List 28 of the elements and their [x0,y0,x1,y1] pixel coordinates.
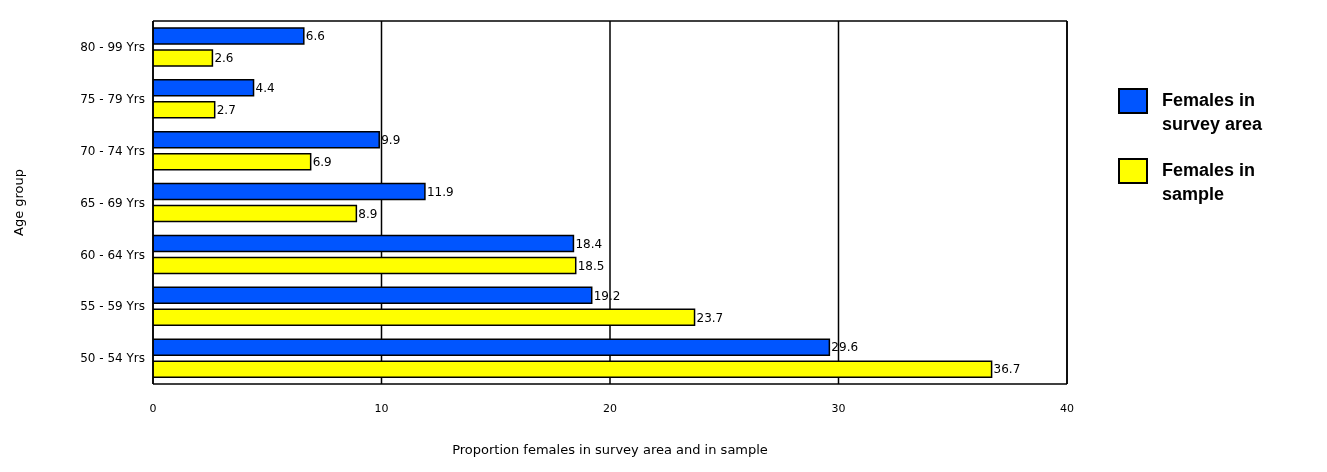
x-tick-label: 10 [374,401,389,415]
data-label: 8.9 [358,206,378,221]
data-label: 18.5 [577,258,605,273]
x-tick-label: 20 [603,401,617,415]
x-tick-label: 40 [1060,401,1074,415]
data-label: 2.7 [216,103,236,118]
y-tick-label: 60 - 64 Yrs [80,247,145,262]
data-label: 2.6 [214,51,234,66]
y-axis-title: Age group [10,168,26,237]
legend-label: Females in survey area [1162,89,1264,136]
x-tick-label: 0 [149,401,157,415]
data-label: 6.9 [312,154,332,169]
y-tick-label: 65 - 69 Yrs [80,195,145,210]
y-tick-label: 50 - 54 Yrs [80,351,145,366]
data-label: 23.7 [696,310,724,325]
data-label: 6.6 [305,29,325,44]
data-label: 36.7 [993,362,1021,377]
data-label: 11.9 [426,184,454,199]
y-tick-label: 70 - 74 Yrs [80,143,145,158]
data-label: 18.4 [575,236,603,251]
y-tick-label: 80 - 99 Yrs [80,40,145,55]
x-tick-label: 30 [831,401,846,415]
y-tick-label: 75 - 79 Yrs [80,92,145,107]
data-label: 4.4 [255,81,275,96]
legend-label: Females in sample [1162,159,1257,206]
x-axis-title: Proportion females in survey area and in sample [452,442,768,457]
y-tick-label: 55 - 59 Yrs [80,299,145,314]
data-label: 9.9 [381,132,401,147]
